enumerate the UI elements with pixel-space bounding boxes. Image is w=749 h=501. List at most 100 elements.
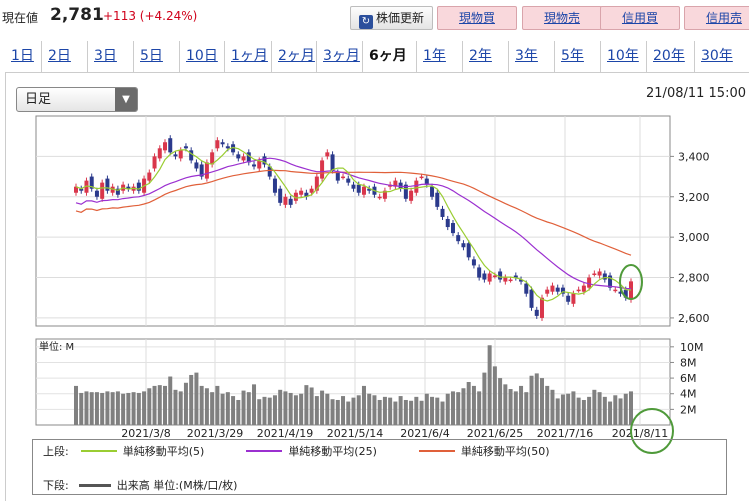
tab-2d[interactable]: 2日	[42, 41, 88, 72]
volume-bar	[110, 392, 115, 425]
highlight-circle-price	[619, 264, 643, 300]
ma5-line	[75, 146, 632, 302]
spot-sell-button[interactable]: 現物売	[522, 6, 602, 30]
volume-bar	[471, 385, 476, 425]
candle-body	[576, 289, 581, 292]
volume-tick-label: 2M	[680, 403, 697, 416]
candle-body	[246, 152, 251, 163]
margin-buy-button[interactable]: 信用買	[600, 6, 680, 30]
spot-buy-button[interactable]: 現物買	[437, 6, 517, 30]
candle-body	[189, 150, 194, 161]
candle-body	[257, 160, 262, 169]
candle-body	[382, 190, 387, 199]
candle-body	[272, 178, 277, 193]
volume-tick-label: 4M	[680, 388, 697, 401]
volume-bar	[419, 400, 424, 425]
volume-bar	[498, 378, 503, 425]
candle-body	[309, 188, 314, 193]
volume-bar	[252, 384, 257, 425]
update-price-button[interactable]: ↻ 株価更新	[350, 6, 433, 30]
volume-bar	[74, 385, 78, 425]
legend-lower-label: 下段:	[43, 479, 69, 492]
candle-body	[136, 182, 141, 191]
tab-1m[interactable]: 1ヶ月	[225, 41, 272, 72]
volume-bar	[403, 399, 408, 425]
tab-5y[interactable]: 5年	[555, 41, 601, 72]
tab-20y[interactable]: 20年	[647, 41, 695, 72]
legend-upper-label: 上段:	[43, 445, 69, 458]
volume-bar	[513, 391, 518, 425]
candle-body	[492, 275, 497, 278]
volume-bar	[524, 392, 529, 425]
candle-body	[194, 162, 199, 169]
tab-3y[interactable]: 3年	[509, 41, 555, 72]
tab-6m[interactable]: 6ヶ月	[363, 41, 417, 72]
candle-body	[330, 154, 335, 171]
volume-bar	[534, 373, 539, 425]
volume-bar	[121, 393, 126, 425]
volume-bar	[314, 396, 319, 425]
candle-body	[587, 277, 592, 288]
candle-body	[424, 178, 429, 185]
price-tick-label: 3,400	[678, 150, 710, 163]
tab-1d[interactable]: 1日	[5, 41, 42, 72]
candle-body	[152, 156, 157, 169]
volume-bar	[356, 395, 361, 425]
candle-body	[466, 243, 471, 258]
candle-body	[608, 275, 613, 288]
volume-bar	[545, 385, 550, 425]
tab-1y[interactable]: 1年	[417, 41, 463, 72]
volume-bar	[309, 387, 314, 425]
candle-body	[461, 243, 466, 248]
tab-30y[interactable]: 30年	[701, 48, 733, 64]
candle-body	[581, 285, 586, 292]
tab-10y[interactable]: 10年	[601, 41, 647, 72]
tab-2m[interactable]: 2ヶ月	[272, 41, 317, 72]
legend-ma25: 単純移動平均(25)	[234, 443, 377, 459]
volume-bar	[94, 392, 99, 425]
tab-3d[interactable]: 3日	[88, 41, 134, 72]
candle-body	[524, 283, 529, 294]
tab-10d[interactable]: 10日	[180, 41, 225, 72]
tab-3m[interactable]: 3ヶ月	[317, 41, 363, 72]
legend-ma50-swatch	[418, 450, 455, 452]
volume-bar	[147, 388, 152, 425]
volume-tick-label: 8M	[680, 356, 697, 369]
candle-body	[299, 190, 304, 195]
volume-bar	[173, 389, 178, 425]
volume-bar	[424, 393, 429, 425]
margin-sell-button[interactable]: 信用売	[684, 6, 749, 30]
volume-bar	[487, 345, 492, 425]
candle-body	[79, 188, 84, 191]
volume-bar	[409, 400, 414, 425]
chart-timestamp: 21/08/11 15:00	[646, 86, 746, 101]
volume-bar	[152, 385, 157, 425]
candle-body	[241, 156, 246, 161]
period-select[interactable]: 日足 ▼	[16, 87, 138, 112]
candle-body	[157, 148, 162, 159]
date-tick-label: 2021/8/11	[612, 427, 668, 440]
candle-body	[477, 267, 482, 278]
candle-body	[377, 196, 382, 199]
volume-bar	[215, 385, 220, 425]
candle-body	[147, 172, 152, 181]
volume-bar	[335, 399, 340, 425]
volume-bar	[361, 385, 366, 425]
tab-2y[interactable]: 2年	[463, 41, 509, 72]
period-select-value: 日足	[25, 92, 52, 107]
candle-body	[210, 152, 215, 165]
candle-body	[325, 152, 330, 157]
volume-tick-label: 10M	[680, 341, 704, 354]
volume-bar	[142, 391, 147, 425]
candle-body	[236, 154, 241, 159]
legend-volume: 出来高 単位:(M株/口/枚)	[69, 477, 237, 493]
candle-body	[356, 184, 361, 193]
candle-body	[602, 273, 607, 280]
candle-body	[320, 160, 325, 179]
legend-ma5-swatch	[80, 450, 117, 452]
candle-body	[398, 182, 403, 189]
tab-5d[interactable]: 5日	[134, 41, 180, 72]
candle-body	[367, 188, 372, 191]
volume-bar	[440, 401, 445, 425]
volume-unit-label: 単位: M	[39, 340, 74, 353]
